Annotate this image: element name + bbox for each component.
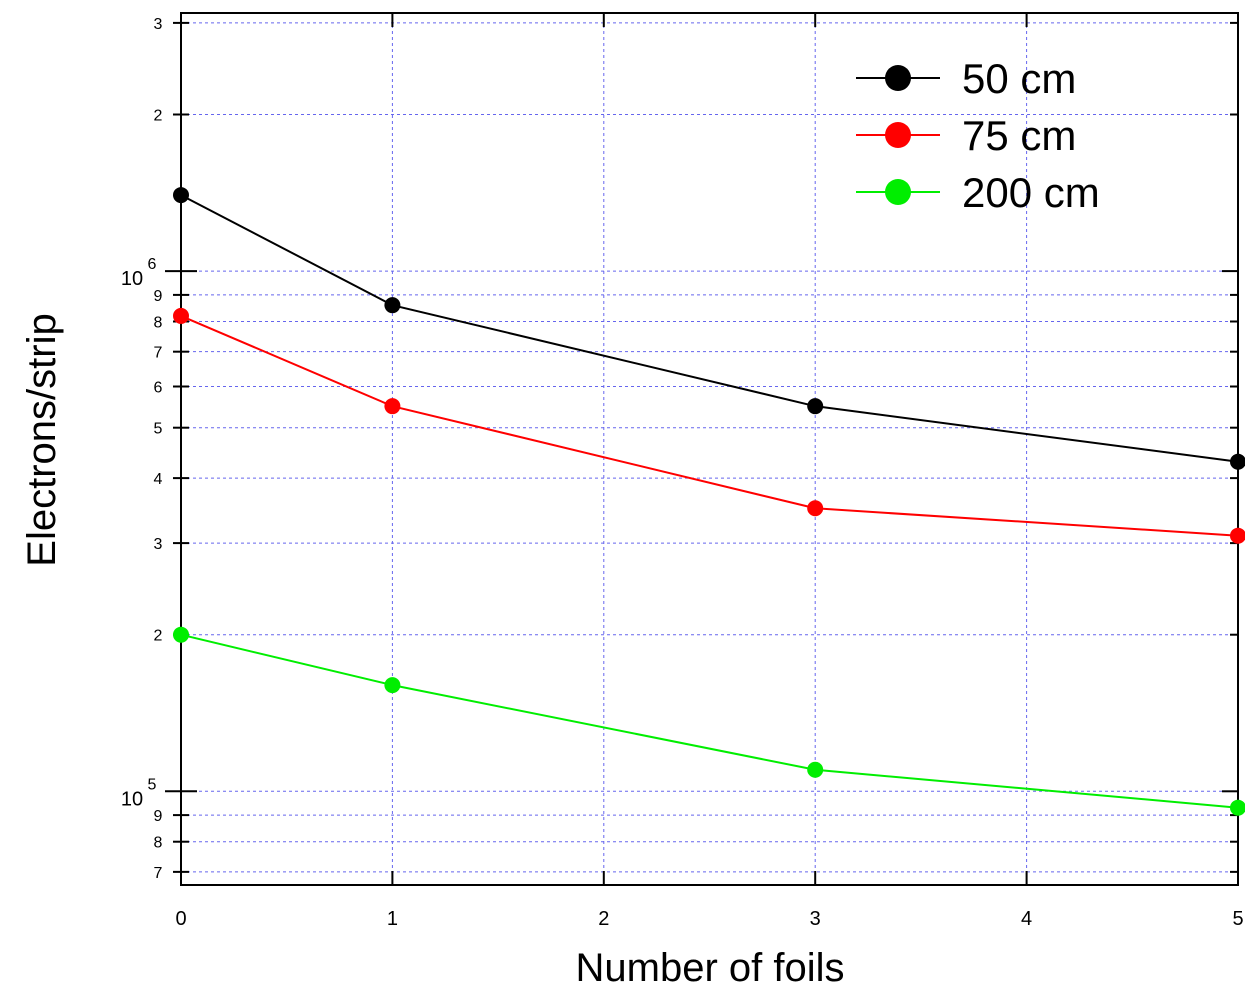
y-minor-tick-label: 7 [154, 865, 163, 882]
legend-marker [885, 65, 911, 91]
y-minor-tick-label: 7 [154, 345, 163, 362]
plot-border [180, 12, 1239, 886]
y-minor-tick-label: 2 [154, 628, 163, 645]
y-axis-title: Electrons/strip [20, 313, 64, 566]
data-point [173, 307, 189, 324]
data-point [1230, 799, 1245, 816]
y-minor-tick-label: 2 [154, 108, 163, 125]
x-tick-label: 4 [1021, 908, 1032, 930]
legend-marker [885, 179, 911, 205]
series-line [180, 633, 1239, 809]
y-minor-tick-label: 8 [154, 835, 163, 852]
y-minor-tick-label: 9 [154, 288, 163, 305]
y-major-tick-label: 10 [121, 268, 143, 290]
x-tick-label: 2 [598, 908, 609, 930]
data-point [807, 500, 824, 517]
grid [180, 13, 1239, 885]
series-line [180, 315, 1239, 537]
x-tick-label: 1 [387, 908, 398, 930]
data-point [1230, 453, 1245, 470]
x-axis-title: Number of foils [576, 946, 845, 987]
axis-ticks: 0 1 2 3 4 5 10 5 10 6 7 8 9 2 3 4 5 6 7 8 9 2 3 [121, 13, 1244, 930]
y-minor-tick-label: 3 [154, 16, 163, 33]
legend-label: 75 cm [962, 112, 1076, 159]
legend-entry: 75 cm [856, 112, 1076, 159]
legend-label: 200 cm [962, 169, 1100, 216]
series-75-cm [173, 307, 1245, 544]
x-tick-label: 3 [810, 908, 821, 930]
series-50-cm [173, 187, 1245, 470]
plot-frame [180, 12, 1239, 886]
data-point [173, 187, 189, 204]
data-point [173, 626, 189, 643]
legend-entry: 200 cm [856, 169, 1100, 216]
series-lines [173, 187, 1245, 816]
y-minor-tick-label: 6 [154, 380, 163, 397]
x-tick-label: 5 [1232, 908, 1243, 930]
y-minor-tick-label: 9 [154, 808, 163, 825]
y-minor-tick-label: 5 [154, 421, 163, 438]
data-point [1230, 527, 1245, 544]
data-point [384, 677, 401, 694]
x-tick-label: 0 [175, 908, 186, 930]
data-point [807, 761, 824, 778]
y-minor-tick-label: 8 [154, 315, 163, 332]
data-point [384, 297, 401, 314]
y-minor-tick-label: 4 [154, 471, 163, 488]
series-line [180, 194, 1239, 463]
data-point [807, 398, 824, 415]
legend-label: 50 cm [962, 55, 1076, 102]
y-minor-tick-label: 3 [154, 536, 163, 553]
y-major-tick-exponent: 6 [148, 256, 157, 273]
series-200-cm [173, 626, 1245, 816]
legend-entry: 50 cm [856, 55, 1076, 102]
legend-marker [885, 122, 911, 148]
data-point [384, 398, 401, 415]
y-major-tick-exponent: 5 [148, 776, 157, 793]
y-major-tick-label: 10 [121, 788, 143, 810]
legend: 50 cm 75 cm 200 cm [856, 55, 1100, 216]
